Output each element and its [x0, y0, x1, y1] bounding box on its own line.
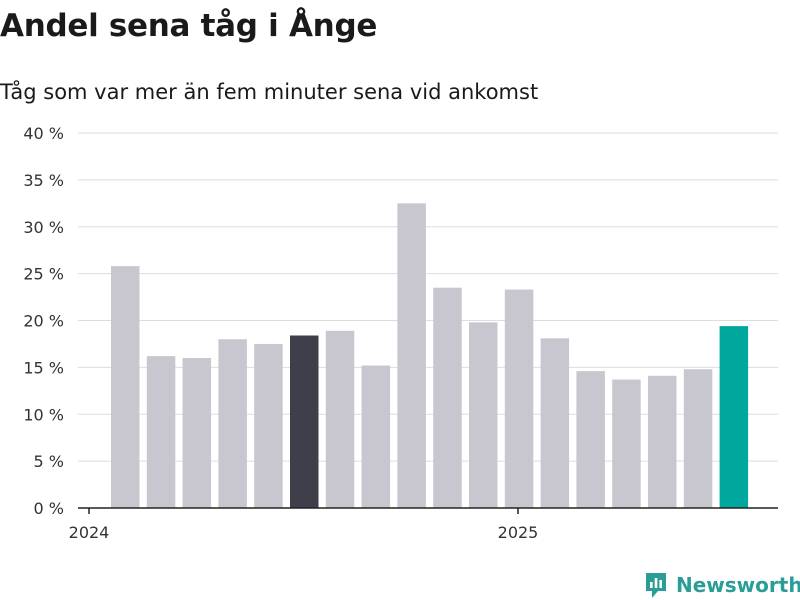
- y-tick-label: 10 %: [23, 405, 64, 424]
- bar: [504, 289, 534, 508]
- bar: [111, 266, 140, 508]
- bar: [290, 335, 319, 508]
- bar: [397, 203, 426, 508]
- y-tick-label: 40 %: [23, 124, 64, 143]
- chart-title: Andel sena tåg i Ånge: [0, 8, 378, 44]
- y-tick-label: 35 %: [23, 171, 64, 190]
- bar: [146, 356, 176, 508]
- bar: [612, 379, 641, 508]
- bar: [540, 338, 570, 508]
- y-tick-label: 0 %: [34, 499, 64, 518]
- bar: [683, 369, 713, 508]
- bar: [469, 322, 498, 508]
- bar-chart: 0 % 5 % 10 % 15 % 20 % 25 % 30 % 35 % 40 % 2024 20…: [23, 124, 778, 542]
- chart-subtitle: Tåg som var mer än fem minuter sena vid …: [0, 80, 539, 104]
- bar: [325, 330, 355, 508]
- bar: [648, 375, 677, 508]
- y-tick-label: 5 %: [34, 452, 64, 471]
- bar: [576, 371, 605, 508]
- y-tick-label: 30 %: [23, 218, 64, 237]
- brand-logo[interactable]: Newsworthy: [644, 570, 800, 600]
- brand-name: Newsworthy: [676, 573, 800, 597]
- y-tick-label: 20 %: [23, 312, 64, 331]
- bar: [433, 287, 462, 508]
- bar: [719, 326, 749, 508]
- bar: [218, 339, 247, 508]
- bar: [182, 358, 212, 508]
- x-tick-label: 2024: [69, 523, 110, 542]
- bar: [254, 343, 283, 508]
- x-tick-label: 2025: [498, 523, 539, 542]
- newsworthy-logo-icon: [646, 573, 666, 598]
- y-tick-label: 15 %: [23, 358, 64, 377]
- bar: [361, 365, 391, 508]
- y-tick-label: 25 %: [23, 265, 64, 284]
